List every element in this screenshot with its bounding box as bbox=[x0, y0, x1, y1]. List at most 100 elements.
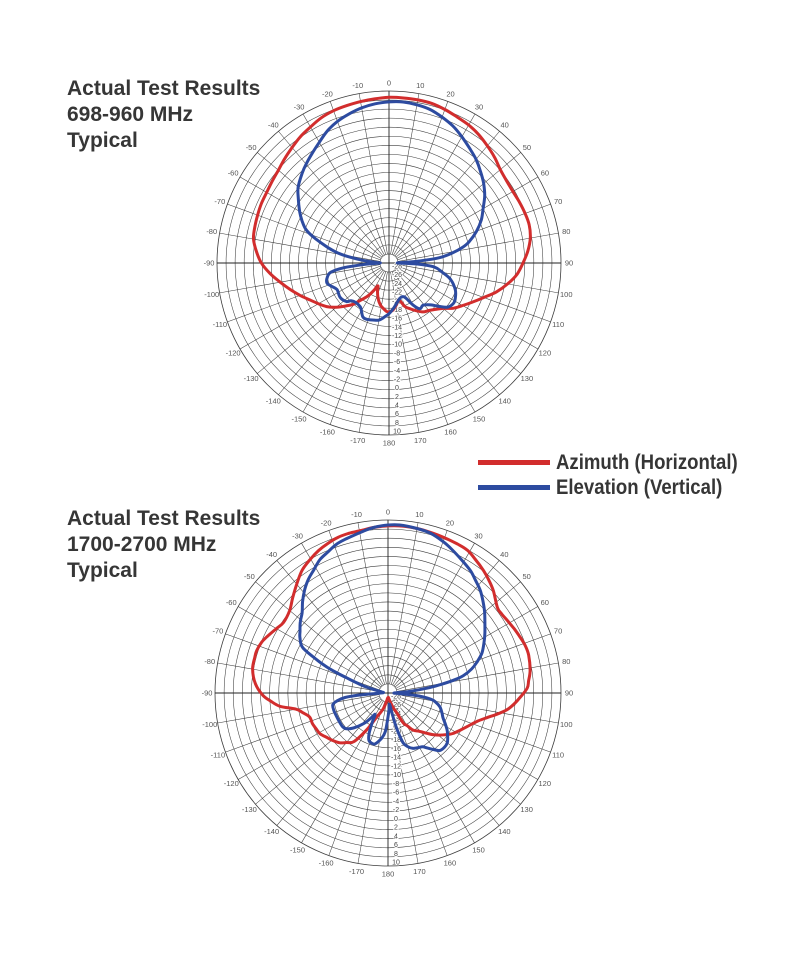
elevation-pattern-curve bbox=[296, 100, 487, 322]
grid-spoke bbox=[357, 522, 387, 685]
radial-tick-label: -22 bbox=[392, 290, 402, 297]
radial-tick-label: 2 bbox=[394, 825, 398, 832]
angle-tick-label: 70 bbox=[554, 197, 562, 206]
grid-spoke bbox=[239, 176, 382, 259]
angle-tick-label: -90 bbox=[202, 689, 213, 698]
grid-spoke bbox=[227, 265, 381, 323]
angle-tick-label: 100 bbox=[560, 290, 573, 299]
angle-tick-label: 160 bbox=[444, 859, 457, 868]
grid-spoke bbox=[389, 522, 419, 685]
radial-tick-label: 6 bbox=[394, 842, 398, 849]
legend-label-elevation: Elevation (Vertical) bbox=[556, 476, 723, 499]
polar-grid bbox=[216, 90, 562, 436]
grid-spoke bbox=[255, 581, 382, 688]
angle-tick-label: 10 bbox=[416, 81, 424, 90]
legend-label-azimuth: Azimuth (Horizontal) bbox=[556, 451, 738, 474]
grid-spoke bbox=[238, 606, 381, 689]
angle-tick-label: -80 bbox=[206, 227, 217, 236]
angle-tick-label: 100 bbox=[560, 720, 573, 729]
angle-tick-label: 110 bbox=[552, 320, 564, 329]
angle-tick-label: 180 bbox=[383, 439, 396, 448]
grid-spoke bbox=[393, 270, 476, 413]
title-line-band: 698-960 MHz bbox=[67, 103, 194, 126]
legend-swatch-blue-line bbox=[478, 484, 550, 490]
angle-tick-label: 60 bbox=[541, 169, 549, 178]
angle-tick-label: 120 bbox=[538, 779, 551, 788]
radial-tick-label: 8 bbox=[395, 420, 399, 427]
angle-tick-label: 120 bbox=[539, 349, 552, 358]
chart-title-698-960: Actual Test Results 698-960 MHz Typical bbox=[67, 76, 260, 154]
angle-tick-label: 10 bbox=[415, 510, 423, 519]
grid-spoke bbox=[389, 701, 419, 864]
axis-labels: 0 102030405060708090100110120130140150160… bbox=[202, 508, 574, 879]
axis-labels: 0 102030405060708090100110120130140150160… bbox=[204, 79, 574, 448]
radial-tick-label: -6 bbox=[393, 790, 399, 797]
angle-tick-label: 30 bbox=[475, 103, 483, 112]
angle-tick-label: -120 bbox=[226, 349, 241, 358]
grid-spoke bbox=[395, 697, 538, 780]
angle-tick-label: 170 bbox=[413, 867, 426, 876]
grid-spoke bbox=[395, 606, 538, 689]
angle-tick-label: -40 bbox=[266, 550, 277, 559]
grid-spoke bbox=[394, 698, 521, 805]
radial-tick-label: -8 bbox=[394, 350, 400, 357]
grid-spoke bbox=[238, 697, 381, 780]
grid-spoke bbox=[392, 543, 475, 686]
elevation-pattern-curve bbox=[298, 523, 487, 753]
grid-spoke bbox=[239, 267, 382, 350]
grid-spoke bbox=[328, 530, 386, 685]
angle-tick-label: -30 bbox=[292, 532, 303, 541]
grid-spoke bbox=[278, 269, 384, 395]
grid-spoke bbox=[302, 113, 385, 256]
angle-tick-label: -10 bbox=[352, 81, 363, 90]
angle-tick-label: 20 bbox=[446, 518, 454, 527]
radial-tick-label: -6 bbox=[394, 359, 400, 366]
radial-tick-label: 6 bbox=[395, 411, 399, 418]
grid-spoke bbox=[276, 560, 383, 687]
grid-spoke bbox=[393, 560, 500, 687]
radial-tick-label: 8 bbox=[394, 851, 398, 858]
angle-tick-label: -130 bbox=[242, 805, 257, 814]
grid-spoke bbox=[394, 269, 500, 395]
radial-tick-label: 10 bbox=[393, 429, 401, 436]
angle-tick-label: 140 bbox=[498, 396, 511, 405]
angle-tick-label: 130 bbox=[521, 374, 534, 383]
grid-spoke bbox=[397, 264, 559, 294]
legend: Azimuth (Horizontal) Elevation (Vertical… bbox=[478, 450, 788, 510]
radial-tick-label: 4 bbox=[394, 833, 398, 840]
radial-tick-label: -24 bbox=[391, 711, 401, 718]
grid-spoke bbox=[396, 694, 559, 724]
grid-spoke bbox=[393, 699, 500, 826]
radial-tick-label: -4 bbox=[394, 368, 400, 375]
radial-tick-label: 2 bbox=[395, 394, 399, 401]
angle-tick-label: -160 bbox=[320, 428, 335, 437]
angle-tick-label: 50 bbox=[522, 572, 530, 581]
radial-tick-label: -8 bbox=[393, 781, 399, 788]
polar-chart-698-960: 0 10 20 30 40 50 60 70 80 90 100 110 120 130 140 150 160… bbox=[179, 53, 599, 473]
angle-tick-label: -130 bbox=[244, 374, 259, 383]
radial-tick-label: -20 bbox=[391, 728, 401, 735]
radial-tick-label: -12 bbox=[391, 763, 401, 770]
grid-spoke bbox=[278, 131, 384, 257]
grid-spoke bbox=[219, 264, 381, 294]
grid-spoke bbox=[396, 176, 539, 259]
angle-tick-label: -80 bbox=[204, 657, 215, 666]
radial-tick-label: 0 bbox=[394, 816, 398, 823]
radial-tick-label: -28 bbox=[391, 694, 401, 701]
grid-spoke bbox=[358, 93, 388, 255]
radial-tick-label: -14 bbox=[391, 755, 401, 762]
radial-tick-label: 10 bbox=[392, 860, 400, 867]
polar-grid bbox=[214, 519, 562, 867]
grid-spoke bbox=[390, 530, 448, 685]
azimuth-pattern-curve bbox=[251, 95, 532, 314]
angle-tick-label: 80 bbox=[562, 657, 570, 666]
angle-tick-label: 160 bbox=[444, 428, 457, 437]
grid-spoke bbox=[396, 267, 539, 350]
grid-spoke bbox=[225, 695, 380, 753]
angle-tick-label: -50 bbox=[246, 143, 257, 152]
angle-tick-label: -100 bbox=[204, 290, 219, 299]
angle-tick-label: -140 bbox=[264, 827, 279, 836]
grid-spoke bbox=[255, 698, 382, 805]
radial-tick-label: -26 bbox=[392, 272, 402, 279]
radial-tick-label: -16 bbox=[392, 316, 402, 323]
